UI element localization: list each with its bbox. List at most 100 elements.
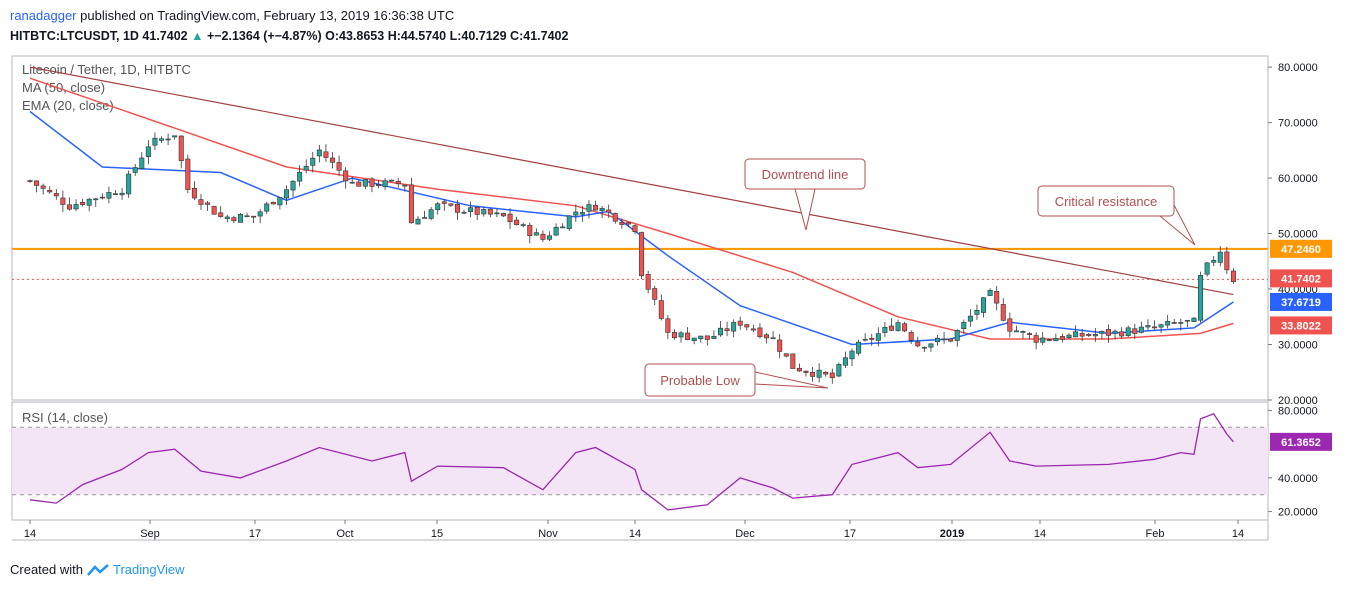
- time-axis-label: 2019: [940, 528, 964, 540]
- price-axis-label: 80.0000: [1278, 62, 1318, 74]
- candle-body: [34, 180, 40, 186]
- low-callout-pointer: [754, 371, 829, 389]
- open-label: O:: [325, 29, 340, 43]
- price-tag-label: 33.8022: [1281, 320, 1321, 332]
- candle-body: [1191, 317, 1197, 322]
- tradingview-logo-icon: [87, 563, 109, 576]
- candle-body: [1198, 275, 1204, 321]
- open-value: 43.8653: [339, 29, 385, 43]
- candle-body: [921, 346, 927, 349]
- candle-body: [612, 213, 618, 222]
- candle-body: [93, 198, 99, 201]
- candle-body: [796, 367, 802, 372]
- candle-body: [257, 211, 263, 217]
- candle-body: [468, 207, 474, 213]
- close-value: 41.7402: [523, 29, 569, 43]
- candle-body: [606, 209, 612, 213]
- candle-body: [270, 201, 276, 205]
- candle-body: [593, 205, 599, 211]
- candle-body: [875, 333, 881, 341]
- candle-body: [639, 232, 645, 277]
- candle-body: [1092, 334, 1098, 337]
- candle-body: [237, 214, 243, 223]
- candle-body: [264, 203, 270, 212]
- candle-body: [356, 181, 362, 187]
- candle-body: [994, 291, 1000, 304]
- candle-body: [408, 184, 414, 224]
- candle-body: [165, 138, 171, 141]
- close-label: C:: [510, 29, 524, 43]
- low-callout-box: [644, 363, 756, 397]
- candle-body: [882, 326, 888, 333]
- candle-body: [527, 224, 533, 236]
- high-label: H:: [387, 29, 401, 43]
- candle-body: [126, 173, 132, 195]
- candle-body: [1204, 262, 1210, 275]
- time-axis-label: Sep: [140, 528, 160, 540]
- price-axis-label: 30.0000: [1278, 340, 1318, 352]
- candle-body: [435, 203, 441, 210]
- candle-body: [862, 338, 868, 341]
- candle-body: [99, 196, 105, 199]
- candle-body: [448, 203, 454, 206]
- candle-body: [362, 179, 368, 187]
- candle-body: [974, 309, 980, 315]
- candle-body: [849, 350, 855, 360]
- candle-body: [1007, 318, 1013, 332]
- rsi-axis-label: 40.0000: [1278, 473, 1318, 485]
- candle-body: [172, 135, 178, 138]
- last-price: 41.7402: [142, 29, 188, 43]
- candle-body: [764, 334, 770, 339]
- candle-body: [283, 189, 289, 199]
- candle-body: [967, 315, 973, 322]
- candle-body: [856, 341, 862, 354]
- candle-body: [645, 274, 651, 290]
- candle-body: [1099, 330, 1105, 334]
- candle-body: [888, 325, 894, 331]
- tradingview-brand[interactable]: TradingView: [112, 562, 185, 577]
- candle-body: [474, 206, 480, 215]
- candle-body: [586, 204, 592, 212]
- candle-body: [1138, 326, 1144, 333]
- candle-body: [744, 324, 750, 328]
- price-tag-bg: [1270, 292, 1332, 311]
- candle-body: [277, 197, 283, 206]
- price-axis-label: 60.0000: [1278, 173, 1318, 185]
- rsi-axis-label: 20.0000: [1278, 507, 1318, 519]
- time-axis-label: 17: [249, 528, 261, 540]
- candle-body: [1040, 337, 1046, 343]
- resistance-callout-box: [1037, 185, 1175, 217]
- candle-body: [310, 157, 316, 166]
- candle-body: [316, 149, 322, 157]
- candle-body: [770, 337, 776, 340]
- candle-body: [481, 209, 487, 215]
- time-axis-label: 14: [1034, 528, 1046, 540]
- high-value: 44.5740: [400, 29, 447, 43]
- time-axis-label: 14: [24, 528, 36, 540]
- candle-body: [915, 341, 921, 347]
- price-tag: 47.2460: [1270, 239, 1332, 258]
- low-value: 40.7129: [461, 29, 507, 43]
- candle-body: [573, 211, 579, 216]
- author-link[interactable]: ranadagger: [10, 8, 77, 23]
- candle-body: [389, 179, 395, 182]
- candle-body: [810, 372, 816, 377]
- candle-body: [1119, 331, 1125, 337]
- price-tag-bg: [1270, 316, 1332, 335]
- candle-body: [185, 158, 191, 190]
- candle-body: [73, 204, 79, 210]
- candles: [27, 132, 1236, 384]
- candle-body: [376, 184, 382, 186]
- price-axis-label: 20.0000: [1278, 395, 1318, 407]
- candle-body: [731, 322, 737, 332]
- candle-body: [869, 338, 875, 340]
- price-legend-item: Litecoin / Tether, 1D, HITBTC: [22, 62, 191, 77]
- candle-body: [119, 192, 125, 196]
- candle-body: [757, 327, 763, 338]
- downtrend-callout-label: Downtrend line: [762, 167, 849, 182]
- candle-body: [244, 215, 250, 218]
- candle-body: [152, 137, 158, 146]
- candle-body: [560, 226, 566, 229]
- rsi-tag-bg: [1270, 432, 1332, 451]
